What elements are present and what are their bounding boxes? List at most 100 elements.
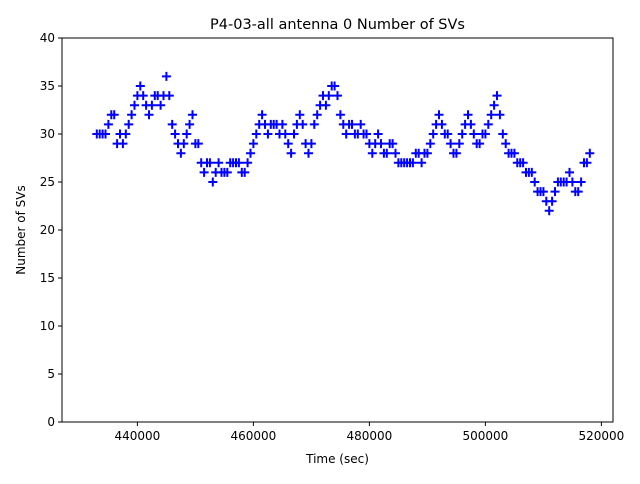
- data-point: [304, 148, 313, 158]
- data-points: [92, 71, 595, 216]
- data-point: [469, 129, 479, 139]
- data-point: [492, 91, 502, 101]
- data-point: [428, 129, 438, 139]
- data-point: [144, 110, 154, 120]
- data-point: [214, 158, 224, 168]
- data-point: [457, 129, 467, 139]
- data-point: [251, 129, 261, 139]
- data-point: [257, 110, 267, 120]
- x-axis-label: Time (sec): [305, 452, 369, 466]
- data-point: [538, 187, 548, 197]
- y-tick-label: 0: [47, 415, 55, 429]
- chart-title: P4-03-all antenna 0 Number of SVs: [210, 17, 465, 33]
- data-point: [248, 139, 258, 149]
- y-tick-label: 35: [40, 79, 55, 93]
- data-point: [185, 119, 195, 129]
- data-point: [367, 148, 377, 158]
- y-axis-label: Number of SVs: [14, 185, 28, 274]
- data-point: [205, 158, 215, 168]
- data-point: [509, 148, 519, 158]
- data-point: [335, 110, 345, 120]
- data-point: [388, 139, 398, 149]
- data-point: [182, 129, 192, 139]
- data-point: [179, 139, 189, 149]
- x-tick-label: 500000: [462, 429, 508, 443]
- data-point: [138, 91, 148, 101]
- x-axis-ticks: 440000 460000 480000 500000 520000: [114, 422, 624, 443]
- data-point: [530, 177, 540, 187]
- y-tick-label: 30: [40, 127, 55, 141]
- data-point: [234, 158, 244, 168]
- plot-area: [62, 38, 613, 422]
- data-point: [208, 177, 218, 187]
- y-tick-label: 5: [47, 367, 55, 381]
- x-tick-label: 480000: [346, 429, 392, 443]
- data-point: [280, 129, 290, 139]
- y-tick-label: 20: [40, 223, 55, 237]
- data-point: [425, 139, 435, 149]
- data-point: [434, 110, 444, 120]
- data-point: [565, 167, 574, 177]
- data-point: [333, 91, 342, 101]
- data-point: [341, 129, 351, 139]
- data-point: [188, 110, 197, 120]
- y-tick-label: 40: [40, 31, 55, 45]
- data-point: [164, 91, 174, 101]
- data-point: [585, 148, 595, 158]
- data-point: [527, 167, 537, 177]
- data-point: [417, 158, 427, 168]
- data-point: [567, 177, 577, 187]
- data-point: [463, 110, 473, 120]
- data-point: [147, 100, 157, 110]
- data-point: [347, 119, 357, 129]
- data-point: [501, 139, 511, 149]
- data-point: [277, 119, 287, 129]
- y-tick-label: 10: [40, 319, 55, 333]
- data-point: [127, 110, 137, 120]
- data-point: [454, 139, 464, 149]
- data-point: [167, 119, 177, 129]
- data-point: [466, 119, 476, 129]
- data-point: [298, 119, 308, 129]
- data-point: [422, 148, 432, 158]
- data-point: [356, 119, 366, 129]
- data-point: [483, 119, 493, 129]
- data-point: [121, 129, 131, 139]
- data-point: [193, 139, 203, 149]
- data-point: [550, 187, 560, 197]
- data-point: [103, 119, 113, 129]
- data-point: [373, 129, 383, 139]
- data-point: [312, 110, 322, 120]
- data-point: [199, 167, 209, 177]
- data-point: [243, 158, 253, 168]
- data-point: [582, 158, 592, 168]
- data-point: [475, 139, 485, 149]
- data-point: [222, 167, 232, 177]
- data-point: [391, 148, 400, 158]
- data-point: [161, 71, 171, 81]
- data-point: [362, 129, 371, 139]
- data-point: [518, 158, 528, 168]
- data-point: [544, 206, 554, 216]
- data-point: [443, 129, 453, 139]
- data-point: [124, 119, 134, 129]
- data-point: [118, 139, 128, 149]
- data-point: [498, 129, 508, 139]
- data-point: [240, 167, 250, 177]
- data-point: [283, 139, 293, 149]
- data-point: [176, 148, 186, 158]
- data-point: [309, 119, 319, 129]
- data-point: [489, 100, 499, 110]
- data-point: [480, 129, 490, 139]
- data-point: [408, 158, 418, 168]
- y-axis-ticks: 0 5 10 15 20 25 30 35 40: [40, 31, 62, 429]
- y-tick-label: 15: [40, 271, 55, 285]
- data-point: [295, 110, 305, 120]
- data-point: [101, 129, 110, 139]
- data-point: [547, 196, 557, 206]
- data-point: [321, 100, 331, 110]
- data-point: [437, 119, 447, 129]
- data-point: [382, 148, 392, 158]
